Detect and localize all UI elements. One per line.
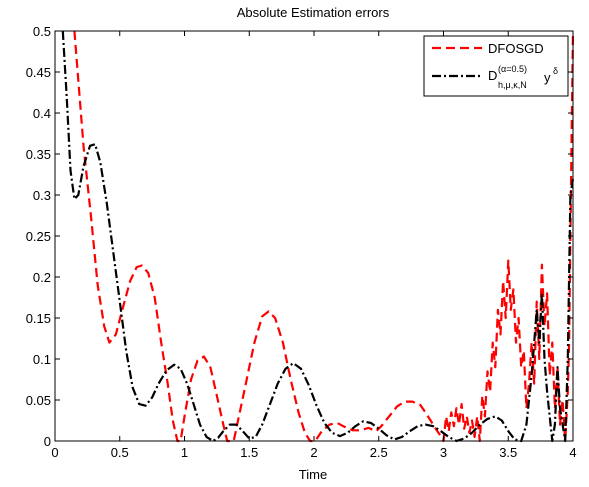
legend-box xyxy=(423,35,569,97)
x-tick-label: 2.5 xyxy=(370,445,388,460)
y-tick-label: 0.3 xyxy=(33,188,51,203)
y-tick-label: 0.1 xyxy=(33,352,51,367)
x-tick-label: 1 xyxy=(181,445,188,460)
x-tick-label: 3 xyxy=(440,445,447,460)
plot-lines xyxy=(61,30,575,443)
y-tick-label: 0.5 xyxy=(33,24,51,39)
legend-label-derivative-base: D xyxy=(488,68,497,83)
x-tick-label: 0 xyxy=(51,445,58,460)
y-tick-label: 0.25 xyxy=(26,229,51,244)
y-tick-label: 0.4 xyxy=(33,106,51,121)
x-tick-label: 2 xyxy=(310,445,317,460)
legend-label-dfosgd: DFOSGD xyxy=(488,41,544,56)
y-tick-label: 0.05 xyxy=(26,393,51,408)
x-tick-label: 1.5 xyxy=(240,445,258,460)
legend-label-derivative-y: y xyxy=(544,70,551,85)
y-tick-label: 0.2 xyxy=(33,270,51,285)
y-tick-label: 0 xyxy=(44,434,51,449)
y-tick-label: 0.45 xyxy=(26,65,51,80)
x-tick-label: 3.5 xyxy=(499,445,517,460)
series-line-derivative xyxy=(61,30,575,443)
series-line-dfosgd xyxy=(73,30,575,443)
legend-label-derivative-sup: (α=0.5) xyxy=(498,64,527,74)
axis-ticks xyxy=(54,30,574,442)
x-axis-label: Time xyxy=(299,467,327,482)
tick-labels: 0 0.5 1 1.5 2 2.5 3 3.5 4 0 0.05 0.1 0.15 0.2 0.25 0.3 0… xyxy=(26,24,577,460)
legend: DFOSGD D (α=0.5) h,μ,κ,N y δ xyxy=(423,35,569,97)
legend-label-derivative-exp: δ xyxy=(553,66,558,76)
x-tick-label: 0.5 xyxy=(111,445,129,460)
chart-title: Absolute Estimation errors xyxy=(237,5,390,20)
y-tick-label: 0.15 xyxy=(26,311,51,326)
y-tick-label: 0.35 xyxy=(26,147,51,162)
legend-label-derivative-sub: h,μ,κ,N xyxy=(498,80,527,90)
x-tick-label: 4 xyxy=(569,445,576,460)
